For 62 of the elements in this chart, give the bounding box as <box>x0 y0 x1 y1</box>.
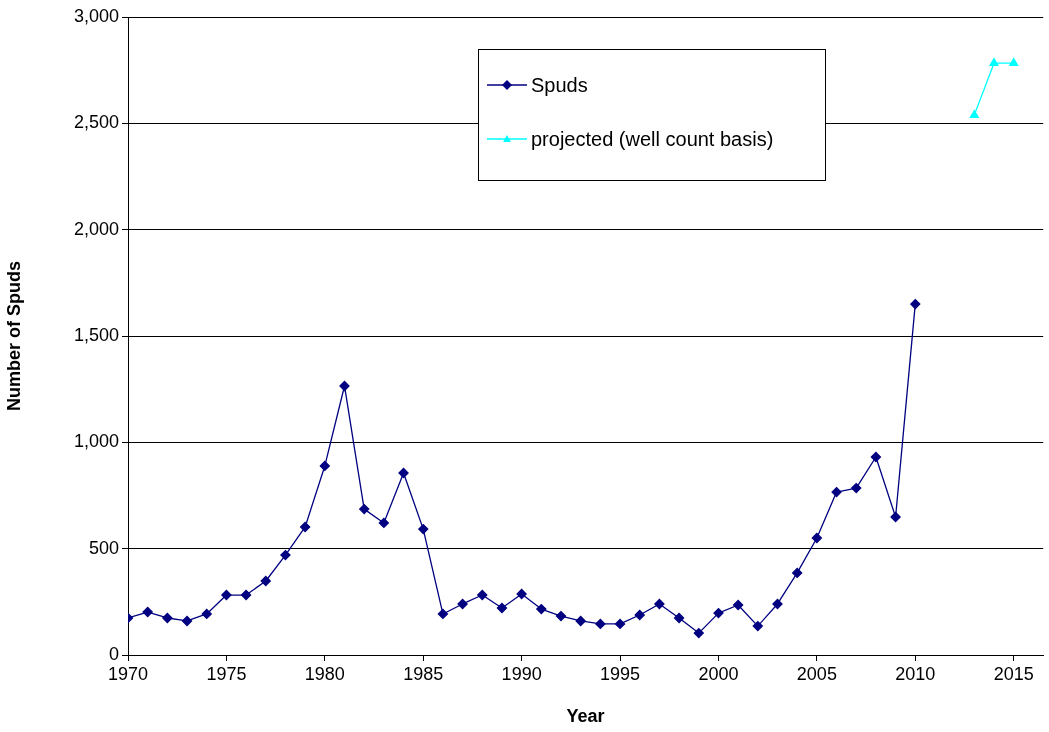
point <box>181 615 193 627</box>
point <box>201 608 212 620</box>
point <box>732 599 744 611</box>
y-tick-label: 3,000 <box>73 5 119 26</box>
point <box>831 486 842 498</box>
point <box>555 610 567 622</box>
x-tick-label: 1995 <box>600 663 641 684</box>
x-axis-title: Year <box>566 706 605 727</box>
point <box>359 503 370 515</box>
point <box>221 589 232 601</box>
y-axis-title: Number of Spuds <box>3 260 24 412</box>
point <box>989 58 999 67</box>
point <box>910 298 921 310</box>
point <box>378 517 390 529</box>
point <box>673 612 685 624</box>
y-tick-label: 500 <box>88 537 119 558</box>
point <box>811 532 823 544</box>
x-tick-label: 2010 <box>895 663 936 684</box>
point <box>792 567 803 579</box>
point <box>319 460 330 472</box>
y-tick-label: 1,500 <box>73 324 119 345</box>
x-tick-label: 1980 <box>304 663 345 684</box>
point <box>536 603 547 615</box>
point <box>870 451 882 463</box>
x-tick-label: 2015 <box>993 663 1034 684</box>
x-tick-label: 1990 <box>501 663 542 684</box>
x-tick-label: 1975 <box>206 663 247 684</box>
point <box>693 627 704 639</box>
x-tick-label: 2000 <box>698 663 739 684</box>
y-tick-label: 0 <box>108 643 119 664</box>
point <box>1009 58 1019 67</box>
legend-label: projected (well count basis) <box>531 127 774 151</box>
point <box>240 589 252 601</box>
point <box>496 602 508 614</box>
point <box>280 549 291 561</box>
x-tick-label: 1970 <box>107 663 149 684</box>
point <box>516 588 527 600</box>
point <box>299 521 311 533</box>
point <box>713 607 724 619</box>
point <box>634 609 645 621</box>
point <box>162 612 173 624</box>
point <box>969 109 979 118</box>
point <box>142 606 153 618</box>
point <box>752 620 763 632</box>
x-tick-label: 1985 <box>403 663 444 684</box>
point <box>654 598 665 610</box>
point <box>614 618 626 630</box>
point <box>890 511 901 523</box>
legend-label: Spuds <box>531 73 588 97</box>
point <box>457 598 468 610</box>
y-tick-label: 2,500 <box>73 112 119 133</box>
point <box>851 482 862 494</box>
point <box>595 618 606 630</box>
point <box>575 615 586 627</box>
point <box>398 467 409 479</box>
point <box>477 589 488 601</box>
point <box>418 523 429 535</box>
y-tick-label: 2,000 <box>73 218 119 239</box>
y-tick-label: 1,000 <box>73 431 119 452</box>
point <box>437 608 449 620</box>
x-tick-label: 2005 <box>796 663 837 684</box>
point <box>260 575 271 587</box>
